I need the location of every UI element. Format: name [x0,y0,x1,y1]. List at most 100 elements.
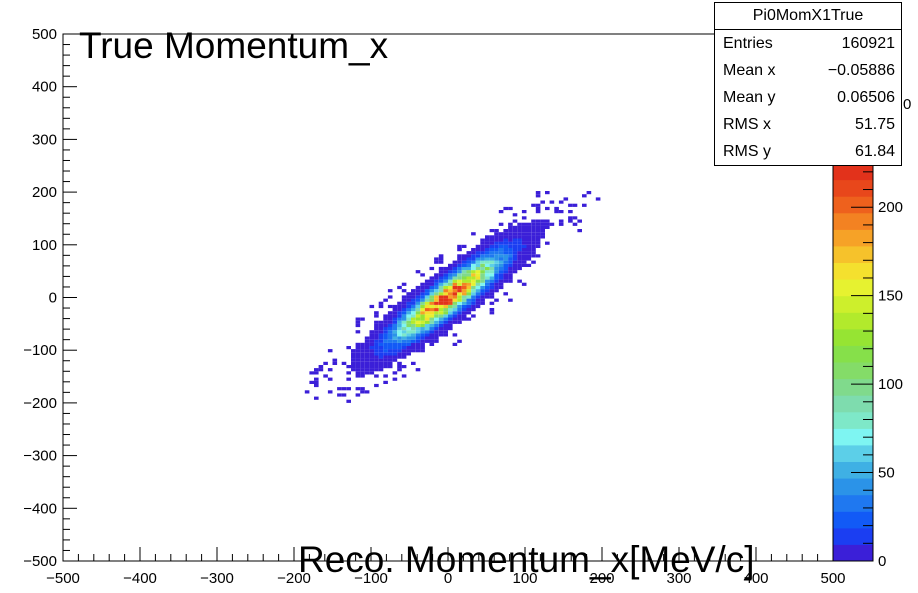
histogram-cell [489,295,495,299]
histogram-cell [434,260,439,264]
histogram-cell [429,292,435,296]
histogram-cell [420,304,425,309]
histogram-cell [466,273,472,277]
histogram-cell [374,368,379,372]
histogram-cell [452,282,458,286]
y-tick-label: −400 [23,500,57,517]
histogram-cell [521,225,527,229]
histogram-cell [443,292,448,296]
histogram-cell [485,276,490,280]
histogram-cell [535,232,541,236]
histogram-cell [378,339,384,343]
histogram-cell [512,213,518,217]
histogram-cell [406,330,411,334]
histogram-cell [318,368,324,372]
histogram-cell [494,257,499,261]
histogram-cell [508,229,513,233]
histogram-cell [503,257,508,261]
histogram-cell [383,355,388,359]
histogram-cell [411,317,416,321]
histogram-cell [424,298,430,302]
histogram-cell [480,260,485,264]
histogram-cell [360,317,365,321]
histogram-cell [415,295,421,299]
histogram-cell [494,273,499,277]
histogram-cell [420,339,425,343]
histogram-cell [498,257,504,261]
histogram-cell [521,241,527,245]
histogram-cell [503,263,508,267]
histogram-cell [457,298,462,302]
colorbar-swatch [833,362,873,380]
histogram-cell [314,368,319,372]
histogram-cell [406,339,411,343]
histogram-cell [387,333,393,337]
histogram-cell [443,308,448,312]
histogram-cell [517,263,522,267]
histogram-cell [466,270,472,274]
histogram-cell [498,210,504,214]
histogram-cell [521,257,527,261]
histogram-cell [401,355,407,359]
histogram-cell [508,257,513,261]
histogram-cell [521,235,527,239]
histogram-cell [346,346,351,350]
histogram-cell [401,374,407,378]
histogram-cell [485,244,490,248]
histogram-cell [526,248,532,252]
histogram-cell [498,244,504,248]
histogram-cell [480,241,485,245]
x-tick-label: 100 [512,570,537,587]
histogram-cell [475,273,481,277]
histogram-cell [461,314,467,318]
histogram-cell [461,244,467,248]
histogram-cell [438,308,444,312]
histogram-cell [420,298,425,302]
histogram-cell [415,304,421,309]
histogram-cell [397,365,402,369]
histogram-cell [387,336,393,340]
colorbar: 0 50 100 150 200 [832,162,903,570]
histogram-cell [545,191,550,195]
chart-title: True Momentum_x [79,25,389,66]
histogram-cell [582,203,587,207]
histogram-cell [494,276,499,280]
histogram-cell [438,301,444,305]
histogram-cell [346,365,351,369]
histogram-cell [364,371,370,375]
histogram-cell [434,257,439,261]
histogram-cell [397,327,402,331]
histogram-cell [508,235,513,239]
histogram-cell [429,333,435,337]
histogram-cell [443,314,448,318]
histogram-cell [466,282,472,286]
stats-label: Entries [723,35,773,52]
histogram-cell [438,270,444,274]
histogram-cell [508,298,513,302]
histogram-cell [401,327,407,331]
histogram-cell [485,282,490,286]
histogram-cell [420,301,425,305]
histogram-cell [374,320,379,324]
histogram-cell [429,282,435,286]
histogram-cell [489,235,495,239]
histogram-cell [434,339,439,343]
histogram-cell [526,263,532,267]
histogram-cell [434,308,439,312]
histogram-cell [494,248,499,252]
histogram-cell [318,365,324,369]
histogram-cell [503,232,508,236]
histogram-cell [475,298,481,302]
histogram-cell [346,387,351,391]
histogram-cell [452,308,458,312]
histogram-cell [471,270,476,274]
histogram-cell [521,248,527,252]
histogram-cell [415,349,421,353]
histogram-cell [457,295,462,299]
histogram-cell [521,216,527,220]
histogram-cell [360,358,365,362]
histogram-cell [429,336,435,340]
histogram-cell [355,361,361,365]
histogram-cell [443,311,448,315]
histogram-cell [374,333,379,337]
